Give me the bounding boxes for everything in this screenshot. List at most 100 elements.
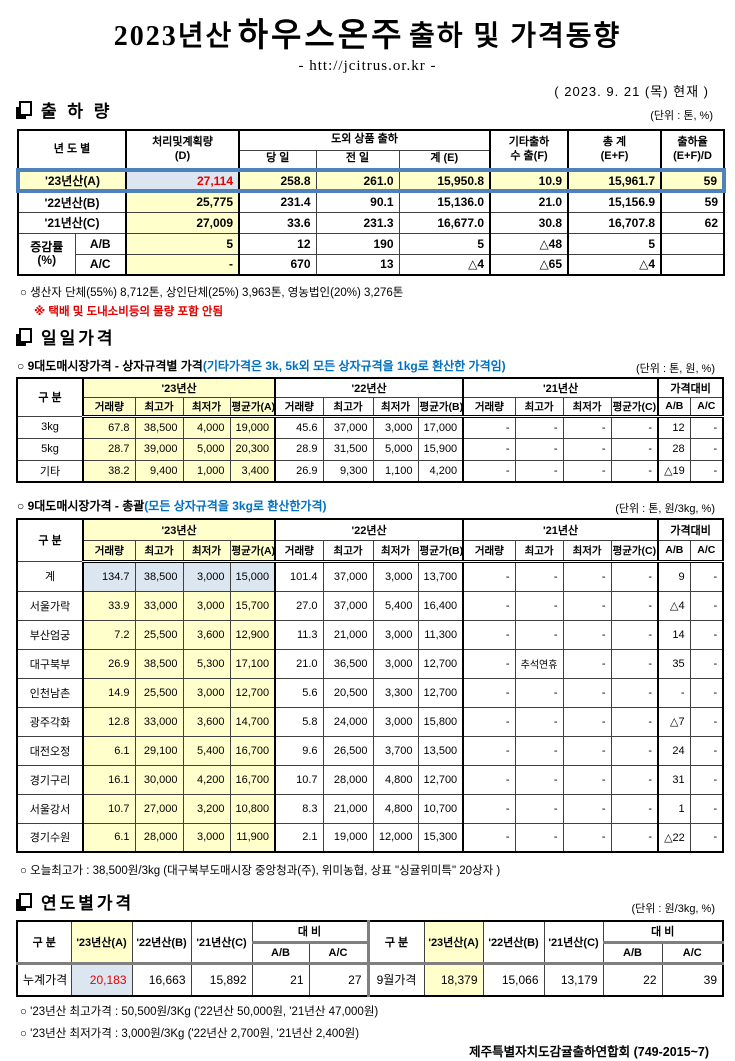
note-year-low: ○ '23년산 최저가격 : 3,000원/3Kg ('22년산 2,700원,… bbox=[20, 1028, 360, 1040]
table-cell: 11,900 bbox=[229, 822, 276, 853]
market-price-table: 구 분 '23년산 '22년산 '21년산 가격대비 거래량 최고가 최저가 평균가(… bbox=[16, 518, 725, 853]
column-group-ratio: 대 비 bbox=[602, 920, 724, 944]
column-group-ratio: 가격대비 bbox=[657, 377, 724, 398]
row-label: 경기수원 bbox=[16, 822, 84, 853]
table-cell: 21.0 bbox=[489, 190, 569, 213]
column-header: 평균가(A) bbox=[229, 396, 276, 418]
shipment-unit-label: (단위 : 톤, %) bbox=[650, 110, 713, 122]
column-header-ab: A/B bbox=[602, 941, 663, 965]
table-cell: 231.3 bbox=[315, 211, 400, 234]
table-cell: - bbox=[689, 437, 724, 461]
table-cell: 13,700 bbox=[417, 560, 464, 592]
column-group-2021: '21년산 bbox=[462, 518, 659, 541]
shipment-change-row: A/C -670 13 △4 △65 △4 bbox=[18, 253, 725, 276]
note-producers: ○ 생산자 단체(55%) 8,712톤, 상인단체(25%) 3,963톤, … bbox=[20, 287, 404, 299]
shipment-change-row: 증감률 (%) A/B 5 12 190 5 △48 5 bbox=[17, 232, 725, 276]
column-header: 거래량 bbox=[274, 539, 324, 563]
column-header: 최고가 bbox=[514, 539, 564, 563]
table-cell: 21 bbox=[251, 962, 310, 997]
table-cell: - bbox=[689, 415, 724, 439]
price-row: 서울가락 33.9 33,000 3,000 15,700 27.0 37,000 5,400… bbox=[16, 590, 724, 621]
table-cell: - bbox=[689, 590, 724, 621]
table-cell: 5.8 bbox=[274, 706, 324, 737]
table-cell: 5 bbox=[125, 232, 240, 255]
column-header: 평균가(C) bbox=[610, 396, 659, 418]
table-cell: 3,000 bbox=[182, 590, 231, 621]
table-cell: 5,400 bbox=[372, 590, 419, 621]
column-header: 최저가 bbox=[372, 539, 419, 563]
column-header: 최고가 bbox=[322, 396, 374, 418]
table-cell: - bbox=[610, 648, 659, 679]
column-header-plan: 처리및계획량 (D) bbox=[125, 129, 240, 172]
column-header: 거래량 bbox=[462, 396, 516, 418]
table-cell: 15,961.7 bbox=[567, 168, 662, 193]
price-row: 인천남촌 14.9 25,500 3,000 12,700 5.6 20,500 3,300 1… bbox=[16, 677, 724, 708]
table-cell: - bbox=[562, 560, 612, 592]
table-cell: 28,000 bbox=[134, 822, 184, 853]
table-cell: 5,000 bbox=[182, 437, 231, 461]
row-label: A/C bbox=[74, 253, 127, 276]
table-cell: 3,000 bbox=[372, 619, 419, 650]
table-cell: - bbox=[462, 706, 516, 737]
table-cell: 12 bbox=[238, 232, 317, 255]
table-cell: 27.0 bbox=[274, 590, 324, 621]
table-cell: 15,000 bbox=[229, 560, 276, 592]
column-header: 평균가(C) bbox=[610, 539, 659, 563]
table-cell: 15,892 bbox=[190, 962, 253, 997]
table-cell: 15,700 bbox=[229, 590, 276, 621]
column-header-offshore-group: 도외 상품 출하 bbox=[238, 129, 491, 151]
column-header: 거래량 bbox=[462, 539, 516, 563]
column-header: 최저가 bbox=[182, 396, 231, 418]
table-cell: 13,179 bbox=[543, 962, 604, 997]
table-cell: △4 bbox=[567, 253, 662, 276]
table-cell: - bbox=[689, 822, 724, 853]
column-header-category: 구 분 bbox=[16, 377, 84, 417]
table-cell: 231.4 bbox=[238, 190, 317, 213]
column-header-prev: 전 일 bbox=[315, 149, 400, 172]
table-cell: - bbox=[689, 793, 724, 824]
table-cell: 59 bbox=[660, 190, 725, 213]
table-cell: 3,000 bbox=[182, 560, 231, 592]
table-cell: - bbox=[610, 459, 659, 483]
price-row: 5kg 28.7 39,000 5,000 20,300 28.9 31,500 5,000 1… bbox=[16, 437, 724, 461]
table-cell: 25,500 bbox=[134, 677, 184, 708]
table-cell: 9,300 bbox=[322, 459, 374, 483]
table-cell: △4 bbox=[398, 253, 491, 276]
table-cell: 33.6 bbox=[238, 211, 317, 234]
daily-overall-unit-label: (단위 : 톤, 원/3kg, %) bbox=[615, 503, 715, 515]
table-cell: 31,500 bbox=[322, 437, 374, 461]
price-row: 3kg 67.8 38,500 4,000 19,000 45.6 37,000 3,000 1… bbox=[16, 415, 724, 439]
table-cell: 12,700 bbox=[417, 648, 464, 679]
table-cell: - bbox=[562, 415, 612, 439]
table-cell: - bbox=[462, 437, 516, 461]
price-row: 대구북부 26.9 38,500 5,300 17,100 21.0 36,500 3,000… bbox=[16, 648, 724, 679]
column-header: 최저가 bbox=[562, 539, 612, 563]
table-cell: 24 bbox=[657, 735, 691, 766]
table-cell: 29,100 bbox=[134, 735, 184, 766]
column-header-2023: '23년산(A) bbox=[423, 920, 484, 965]
table-cell: 33,000 bbox=[134, 706, 184, 737]
website-url: - htt://jcitrus.or.kr - bbox=[298, 58, 437, 74]
table-cell: 3,300 bbox=[372, 677, 419, 708]
column-header: A/B bbox=[657, 396, 691, 418]
table-cell: - bbox=[514, 619, 564, 650]
row-label: 서울가락 bbox=[16, 590, 84, 621]
table-cell: 13 bbox=[315, 253, 400, 276]
table-cell: 12,900 bbox=[229, 619, 276, 650]
column-header: 거래량 bbox=[82, 396, 136, 418]
table-cell: 15,950.8 bbox=[398, 168, 491, 193]
table-cell: 3,400 bbox=[229, 459, 276, 483]
price-row: 부산엄궁 7.2 25,500 3,600 12,900 11.3 21,000 3,000 1… bbox=[16, 619, 724, 650]
table-cell: 추석연휴 bbox=[514, 648, 564, 679]
table-cell: - bbox=[689, 764, 724, 795]
table-cell: △65 bbox=[489, 253, 569, 276]
column-header-other: 기타출하 수 출(F) bbox=[489, 129, 569, 172]
table-cell: 28,000 bbox=[322, 764, 374, 795]
table-cell: 13,500 bbox=[417, 735, 464, 766]
table-cell: 27,009 bbox=[125, 211, 240, 234]
price-row: 경기구리 16.1 30,000 4,200 16,700 10.7 28,000 4,800… bbox=[16, 764, 724, 795]
price-row: 경기수원 6.1 28,000 3,000 11,900 2.1 19,000 12,000 1… bbox=[16, 822, 724, 853]
table-cell: 3,000 bbox=[182, 822, 231, 853]
row-label: 계 bbox=[16, 560, 84, 592]
